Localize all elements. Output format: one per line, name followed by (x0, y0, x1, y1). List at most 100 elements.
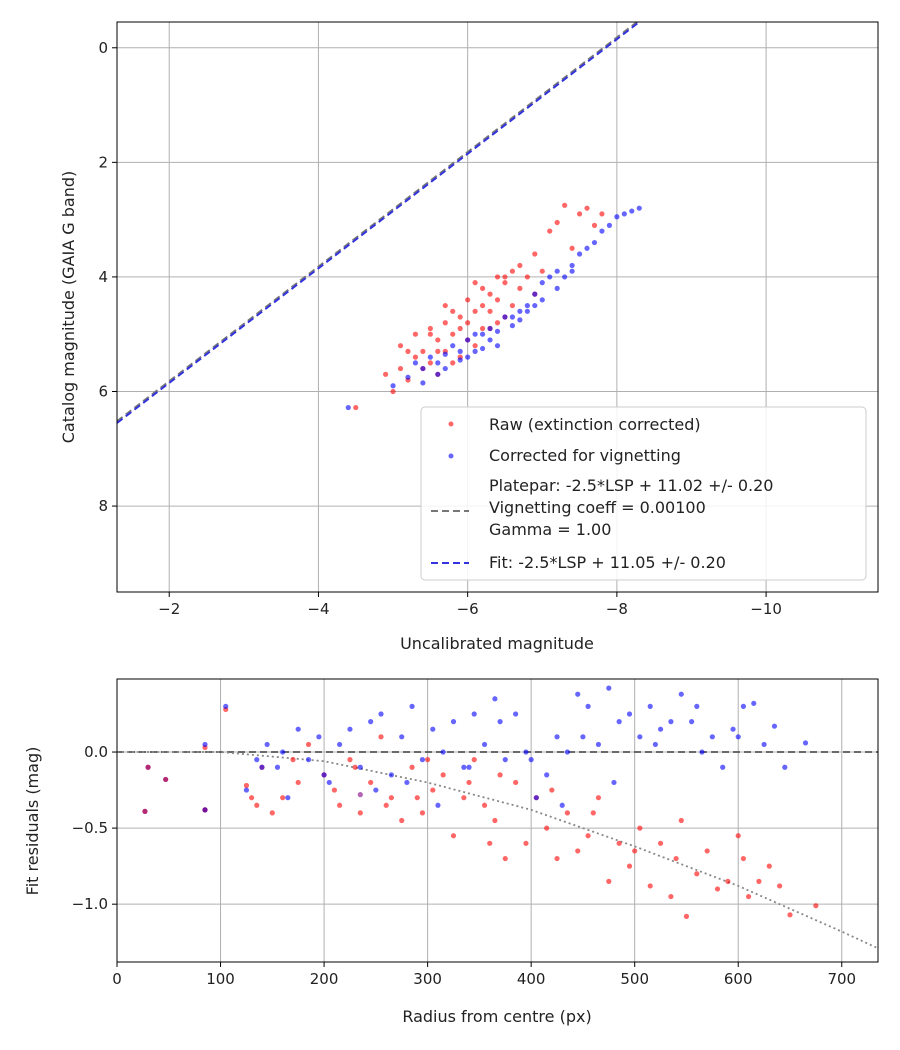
scatter-point (585, 703, 591, 709)
legend-marker-corrected (448, 453, 454, 459)
x-tick-label: −6 (457, 600, 479, 618)
scatter-point (502, 855, 508, 862)
scatter-point (782, 764, 788, 770)
scatter-point (316, 734, 322, 740)
top-plot-frame (116, 21, 879, 593)
y-tick-label: −1.0 (72, 895, 108, 913)
scatter-point (584, 245, 590, 251)
scatter-point (611, 779, 617, 786)
y-tick-label: 8 (98, 497, 108, 515)
scatter-point (683, 913, 690, 919)
scatter-point (502, 274, 508, 280)
scatter-point (564, 749, 570, 755)
scatter-point (554, 219, 560, 226)
scatter-point (390, 388, 396, 395)
scatter-point (465, 320, 471, 326)
scatter-point (637, 825, 643, 831)
scatter-point (378, 734, 384, 740)
scatter-point (492, 817, 498, 824)
scatter-point (259, 764, 265, 770)
scatter-point (517, 262, 523, 269)
scatter-point (331, 787, 338, 793)
scatter-point (412, 354, 419, 360)
x-tick-label: −4 (307, 600, 329, 618)
scatter-point (326, 779, 332, 786)
scatter-point (471, 757, 477, 763)
scatter-point (673, 855, 679, 862)
legend-entry-raw: Raw (extinction corrected) (489, 415, 701, 434)
scatter-point (427, 325, 433, 332)
top-y-ticks: 0 2 4 6 8 (98, 39, 117, 515)
scatter-point (405, 348, 411, 354)
scatter-point (466, 764, 472, 770)
scatter-point (383, 802, 389, 808)
scatter-point (494, 297, 501, 303)
scatter-point (450, 343, 456, 349)
x-tick-label: 100 (206, 970, 235, 988)
scatter-point (544, 772, 550, 778)
scatter-point (388, 795, 394, 801)
scatter-point (450, 833, 457, 839)
scatter-point (585, 833, 591, 839)
scatter-point (502, 314, 508, 320)
scatter-point (290, 757, 296, 763)
scatter-point (479, 285, 486, 291)
scatter-point (599, 211, 605, 217)
bottom-scatter-points (142, 685, 819, 919)
scatter-point (487, 308, 493, 314)
scatter-point (509, 268, 516, 274)
scatter-point (357, 792, 363, 798)
scatter-point (678, 817, 684, 824)
scatter-point (517, 317, 523, 323)
scatter-point (163, 776, 169, 783)
bottom-x-axis-label: Radius from centre (px) (402, 1007, 591, 1026)
scatter-point (720, 764, 726, 770)
scatter-point (142, 808, 148, 814)
scatter-point (269, 810, 275, 816)
y-tick-label: 6 (98, 382, 108, 400)
scatter-point (435, 337, 441, 343)
scatter-point (766, 863, 772, 869)
scatter-point (771, 723, 778, 729)
y-tick-label: 2 (98, 153, 108, 171)
legend-platepar-line: Vignetting coeff = 0.00100 (489, 498, 706, 517)
scatter-point (547, 228, 553, 234)
scatter-point (517, 285, 523, 291)
legend-platepar-line: Platepar: -2.5*LSP + 11.02 +/- 0.20 (489, 476, 773, 495)
scatter-point (657, 726, 664, 732)
scatter-point (409, 764, 415, 770)
scatter-point (632, 848, 638, 854)
scatter-point (487, 325, 493, 332)
scatter-point (694, 703, 700, 709)
scatter-point (590, 810, 596, 816)
scatter-point (479, 345, 486, 352)
scatter-point (735, 833, 741, 839)
x-tick-label: 400 (517, 970, 546, 988)
scatter-point (657, 840, 664, 846)
x-tick-label: 500 (620, 970, 649, 988)
scatter-point (388, 772, 394, 778)
scatter-point (404, 779, 410, 786)
scatter-point (442, 320, 448, 326)
scatter-point (576, 211, 583, 217)
scatter-point (243, 782, 250, 789)
scatter-point (442, 365, 448, 372)
scatter-point (457, 314, 463, 320)
scatter-point (430, 726, 436, 732)
scatter-point (481, 741, 488, 748)
scatter-point (523, 749, 529, 755)
scatter-point (471, 711, 477, 717)
scatter-point (569, 262, 575, 269)
scatter-point (777, 883, 783, 889)
scatter-point (694, 871, 700, 877)
scatter-point (513, 711, 519, 717)
top-x-ticks: −2 −4 −6 −8 −10 (158, 592, 782, 618)
scatter-point (457, 357, 463, 363)
scatter-point (465, 337, 471, 343)
scatter-point (740, 703, 747, 709)
scatter-point (626, 863, 633, 869)
scatter-point (761, 741, 767, 748)
scatter-point (420, 348, 426, 354)
scatter-point (524, 308, 530, 314)
scatter-point (547, 274, 553, 280)
